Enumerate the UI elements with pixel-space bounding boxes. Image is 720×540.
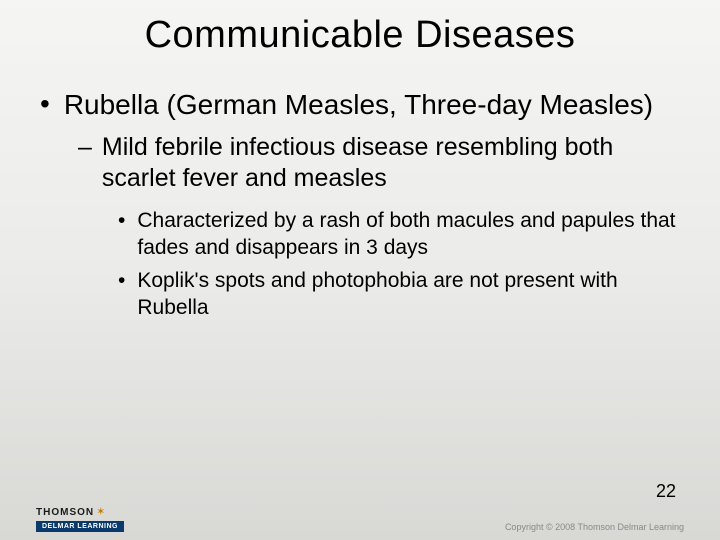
dash-icon: – [78, 132, 92, 195]
bullet-level2: – Mild febrile infectious disease resemb… [78, 132, 680, 195]
bullet-level1-text: Rubella (German Measles, Three-day Measl… [64, 87, 653, 122]
bullet-level3-a-text: Characterized by a rash of both macules … [137, 207, 680, 262]
footer-copyright: Copyright © 2008 Thomson Delmar Learning [505, 522, 684, 532]
star-icon: ✶ [96, 505, 105, 518]
page-number: 22 [656, 481, 676, 502]
slide-title: Communicable Diseases [0, 0, 720, 57]
thomson-text: THOMSON [36, 507, 94, 518]
footer-brand: THOMSON✶ DELMAR LEARNING [36, 502, 124, 532]
bullet-dot-icon: • [118, 267, 125, 322]
bullet-level3-b: • Koplik's spots and photophobia are not… [118, 267, 680, 322]
slide-content: • Rubella (German Measles, Three-day Mea… [0, 57, 720, 322]
bullet-level3-a: • Characterized by a rash of both macule… [118, 207, 680, 262]
delmar-bar: DELMAR LEARNING [36, 521, 124, 532]
bullet-dot-icon: • [40, 87, 50, 122]
bullet-level3-b-text: Koplik's spots and photophobia are not p… [137, 267, 680, 322]
bullet-level1: • Rubella (German Measles, Three-day Mea… [40, 87, 680, 122]
bullet-level2-text: Mild febrile infectious disease resembli… [102, 132, 680, 195]
bullet-dot-icon: • [118, 207, 125, 262]
thomson-logo: THOMSON✶ [36, 502, 105, 520]
